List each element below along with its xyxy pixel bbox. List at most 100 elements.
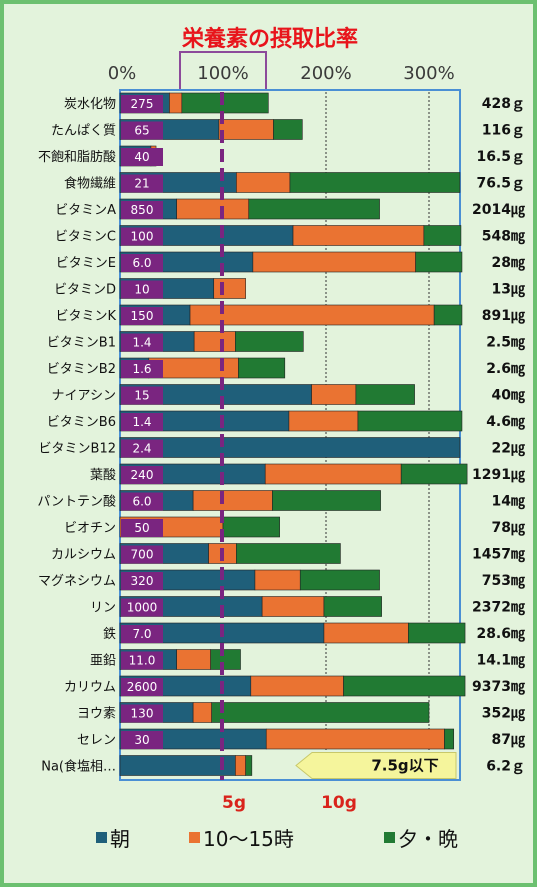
target-box [121, 227, 163, 246]
bar-segment [248, 198, 380, 220]
total-label: 16.5ｇ [476, 149, 525, 166]
legend-swatch [189, 832, 200, 843]
target-box [121, 254, 163, 272]
bar-segment [236, 172, 291, 193]
target-box [121, 545, 163, 564]
target-box [121, 704, 163, 723]
target-label: 1000 [127, 601, 158, 615]
bar-segment [254, 569, 301, 591]
category-label: ビタミンB1 [47, 336, 116, 351]
total-label: 116ｇ [482, 123, 525, 140]
bar-segment [236, 543, 341, 564]
target-box [121, 386, 163, 405]
legend-swatch [384, 832, 395, 843]
sodium-tick-label: 10g [321, 793, 357, 813]
target-label: 10 [134, 283, 149, 297]
legend-label: 夕・晩 [398, 827, 458, 851]
bar-segment [210, 649, 241, 670]
target-label: 850 [131, 203, 154, 217]
target-label: 40 [134, 150, 149, 164]
bar-segment [192, 490, 273, 511]
total-label: 13㎍ [492, 282, 525, 299]
target-label: 130 [131, 707, 154, 721]
bar-segment [169, 92, 183, 114]
total-label: 14㎎ [492, 494, 525, 511]
total-label: 40㎎ [492, 388, 525, 405]
target-label: 6.0 [132, 256, 151, 270]
bar-segment [400, 463, 468, 485]
target-box [121, 307, 163, 325]
bar-segment [423, 225, 462, 246]
category-label: 葉酸 [90, 468, 116, 483]
legend: 朝 10〜15時 夕・晩 [96, 827, 458, 851]
bar-segment [218, 119, 274, 140]
target-box [121, 651, 163, 670]
target-label: 2.4 [132, 442, 151, 456]
target-box [121, 572, 163, 590]
sodium-ticks: 5g 10g [222, 793, 357, 813]
reference-line-layer: 7.5g以下 [220, 92, 457, 780]
bar-segment [213, 278, 246, 299]
total-label: 352㎍ [482, 706, 525, 723]
category-label: たんぱく質 [51, 124, 116, 139]
bar-segment [264, 463, 402, 485]
target-label: 1.4 [132, 336, 151, 350]
bar-segment [119, 437, 461, 458]
x-tick-label: 100% [197, 63, 248, 84]
target-box [121, 95, 163, 113]
bar-segment [211, 702, 430, 723]
target-label: 700 [131, 548, 154, 562]
category-label: カルシウム [51, 548, 116, 563]
target-box [121, 174, 163, 193]
total-label: 87㎍ [492, 732, 525, 749]
x-tick-label: 200% [300, 63, 351, 84]
total-label: 22㎍ [492, 441, 525, 458]
category-label: ヨウ素 [77, 707, 116, 722]
bar-segment [193, 331, 236, 352]
total-label: 753㎎ [482, 573, 525, 590]
gridlines [325, 92, 430, 778]
legend-swatch [96, 832, 107, 843]
target-box [121, 413, 163, 431]
category-label: ビタミンB12 [39, 442, 116, 457]
target-label: 50 [134, 521, 149, 535]
category-label: ビタミンC [55, 230, 116, 245]
category-label: カリウム [64, 680, 116, 695]
bar-segment [176, 649, 211, 670]
callout-arrow [295, 752, 457, 779]
category-label: ビタミンB6 [47, 415, 116, 430]
target-box [121, 492, 163, 511]
target-box [121, 625, 163, 643]
bar-segment [250, 675, 344, 697]
total-label: 28.6㎎ [476, 626, 525, 643]
total-label: 9373㎎ [472, 679, 525, 696]
target-label: 1.4 [132, 415, 151, 429]
category-label: セレン [77, 733, 116, 748]
category-label: ビタミンD [54, 283, 116, 298]
total-label: 2.5㎎ [486, 335, 525, 352]
bar-segment [176, 198, 250, 220]
total-label: 2372㎎ [472, 600, 525, 617]
legend-label: 朝 [110, 827, 130, 851]
category-label: ビタミンK [55, 309, 116, 324]
category-label: 亜鉛 [90, 654, 116, 669]
target-box [121, 439, 163, 458]
bar-segment [181, 92, 269, 114]
bar-segment [252, 251, 416, 273]
bar-segment [235, 755, 246, 776]
bars-layer: 275 65 40 21 850 100 6.0 10 150 1.4 1.6 15 1.4 2.4 240… [119, 92, 468, 776]
bar-segment [323, 622, 409, 644]
target-box [121, 466, 163, 484]
target-box [121, 731, 163, 749]
bar-segment [311, 384, 357, 405]
bar-segment [355, 384, 415, 405]
bar-segment [261, 596, 325, 617]
bar-segment [119, 755, 236, 776]
category-label: 炭水化物 [64, 97, 116, 112]
category-label: Na(食塩相… [41, 759, 116, 775]
target-label: 150 [131, 309, 154, 323]
total-label: 4.6㎎ [486, 414, 525, 431]
target-box [121, 598, 163, 617]
total-label: 2.6㎎ [486, 361, 525, 378]
